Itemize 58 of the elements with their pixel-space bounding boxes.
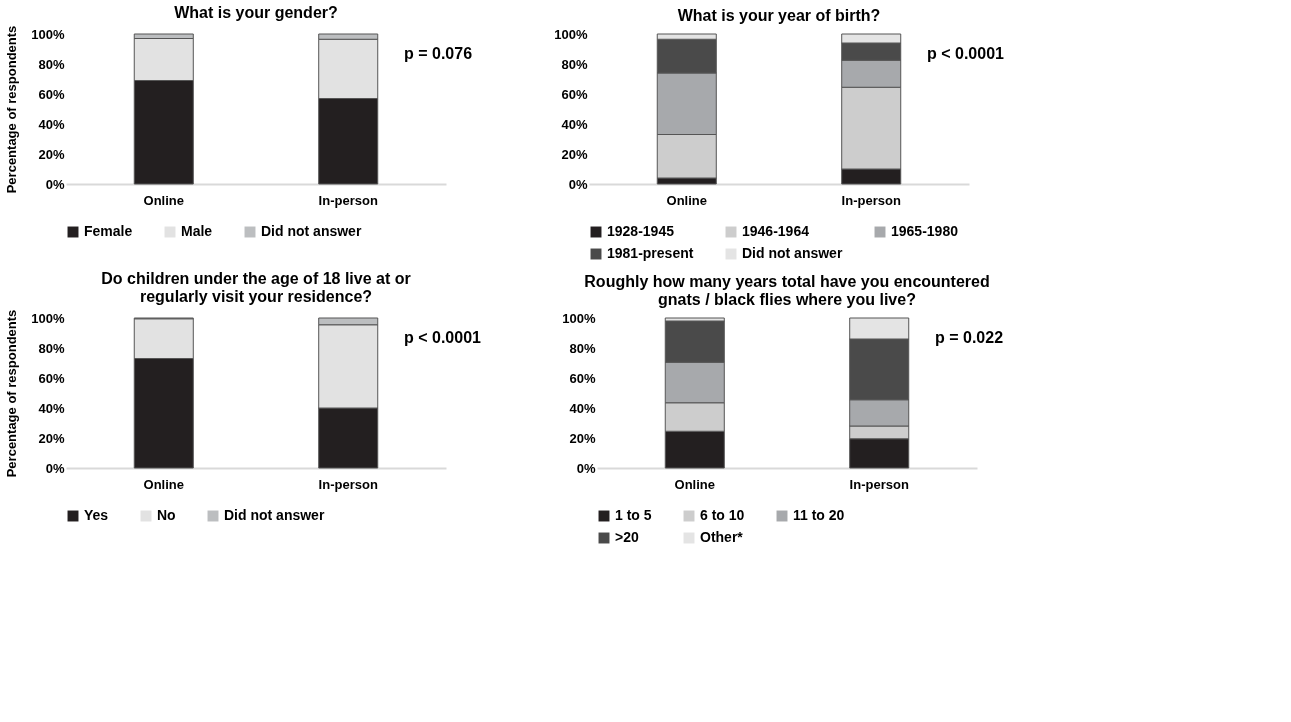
annotation: p = 0.076 (404, 45, 473, 62)
x-tick-label: Online (143, 476, 184, 492)
chart-title: What is your year of birth? (677, 7, 881, 24)
legend-label: 1965-1980 (891, 223, 959, 239)
legend-label: Yes (84, 507, 109, 523)
y-tick-label: 80% (561, 56, 588, 72)
y-tick-label: 100% (31, 310, 65, 326)
y-tick-label: 0% (568, 176, 588, 192)
y-tick-label: 60% (561, 86, 588, 102)
legend-label: Other* (700, 529, 744, 545)
y-tick-label: 80% (569, 340, 596, 356)
legend-label: >20 (615, 529, 639, 545)
legend-label: 6 to 10 (700, 507, 745, 523)
chart-title: Roughly how many years total have you encountered gnats / black flies where you live? (584, 273, 990, 308)
y-tick-label: 0% (576, 460, 596, 476)
legend-label: 11 to 20 (793, 507, 845, 523)
x-tick-label: In-person (849, 476, 909, 492)
y-tick-label: 80% (38, 340, 65, 356)
y-tick-label: 80% (38, 56, 65, 72)
annotation: p < 0.0001 (927, 45, 1005, 62)
y-tick-label: 40% (569, 400, 596, 416)
legend-label: 1981-present (607, 245, 694, 261)
x-tick-label: Online (674, 476, 715, 492)
y-tick-label: 20% (38, 430, 65, 446)
y-tick-label: 40% (38, 116, 65, 132)
y-tick-label: 20% (38, 146, 65, 162)
y-tick-label: 60% (38, 370, 65, 386)
y-tick-label: 40% (561, 116, 588, 132)
legend-label: 1928-1945 (607, 223, 675, 239)
legend-label: Did not answer (261, 223, 362, 239)
annotation: p = 0.022 (935, 329, 1004, 346)
y-tick-label: 60% (569, 370, 596, 386)
annotation: p < 0.0001 (404, 329, 482, 346)
y-axis-title: Percentage of respondents (4, 309, 20, 478)
legend-label: 1946-1964 (742, 223, 810, 239)
legend-label: Did not answer (224, 507, 325, 523)
legend-label: Male (181, 223, 213, 239)
x-tick-label: In-person (841, 192, 901, 208)
legend-label: No (157, 507, 176, 523)
y-tick-label: 20% (561, 146, 588, 162)
legend-label: Female (84, 223, 133, 239)
chart-title: Do children under the age of 18 live at or regularly visit your residence? (101, 270, 411, 306)
y-tick-label: 100% (562, 310, 596, 326)
y-tick-label: 0% (45, 176, 65, 192)
x-tick-label: Online (666, 192, 707, 208)
y-tick-label: 20% (569, 430, 596, 446)
y-axis-title: Percentage of respondents (4, 25, 20, 194)
legend-label: Did not answer (742, 245, 843, 261)
chart-title: What is your gender? (174, 4, 338, 22)
y-tick-label: 100% (31, 26, 65, 42)
x-tick-label: Online (143, 192, 184, 208)
x-tick-label: In-person (318, 476, 378, 492)
x-tick-label: In-person (318, 192, 378, 208)
y-tick-label: 40% (38, 400, 65, 416)
legend-label: 1 to 5 (615, 507, 652, 523)
y-tick-label: 60% (38, 86, 65, 102)
y-tick-label: 100% (554, 26, 588, 42)
y-tick-label: 0% (45, 460, 65, 476)
